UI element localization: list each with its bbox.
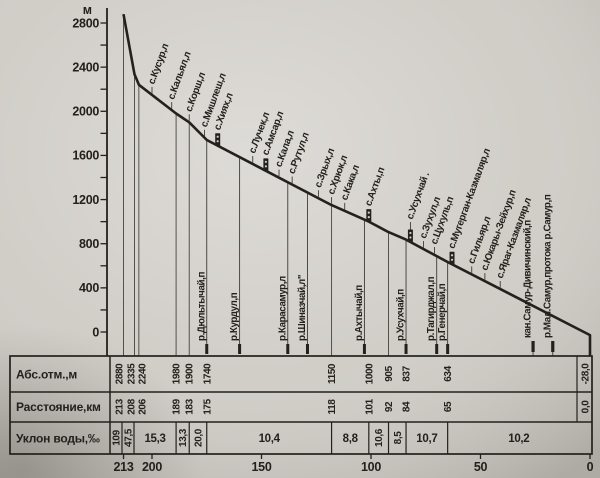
distance-value: 183 [185, 398, 196, 414]
table-row-label: Абс.отм.,м [16, 368, 77, 382]
elevation-value: 837 [402, 365, 413, 381]
table-row-label: Расстояние,км [16, 400, 101, 414]
tributary-tick [305, 344, 309, 354]
drop-lines [123, 14, 389, 356]
tributary-label: кан.Самур-Дивичинский,п [523, 220, 534, 338]
settlement-marker-dot [367, 216, 370, 219]
tributary-tick [286, 344, 290, 354]
tributary-label: р.Ахтычай,п [354, 285, 365, 341]
settlement-marker-dot [409, 231, 412, 235]
tributary-tick [531, 341, 535, 352]
distance-value: 189 [172, 398, 183, 414]
distance-value: 175 [202, 398, 213, 414]
tributary-label: р.Дюльтычай,п [196, 272, 207, 341]
settlement-marker-dot [216, 140, 219, 143]
slope-value: 47,5 [124, 428, 135, 447]
settlement-marker-dot [450, 254, 454, 257]
tributary-labels: р.Дюльтычай,п р.Курдул,п р.Карасамур,л р.Ши… [196, 139, 555, 356]
elevation-value: 634 [443, 365, 454, 381]
tributary-tick [362, 344, 366, 354]
y-axis-tick-label: 400 [79, 281, 99, 295]
slope-value: 8,8 [343, 433, 359, 445]
settlement-marker-dot [264, 160, 267, 163]
tributary-label: р.Курдул,п [229, 292, 240, 341]
y-axis-tick-label: 0 [92, 325, 99, 339]
elevation-value: 2240 [138, 363, 149, 384]
distance-value: 65 [443, 401, 454, 412]
distance-value: 92 [384, 401, 395, 412]
tributary-label: р.Мал.Самур,протока р.Самур,п [542, 194, 553, 338]
elevation-value: 2880 [115, 363, 126, 384]
slope-value: 8,5 [393, 431, 404, 445]
settlement-marker-icon [263, 158, 269, 171]
slope-value: 13,3 [178, 428, 189, 447]
tributary-label: р.Шиназчай,л" [297, 275, 308, 341]
distance-scale-label: 150 [252, 460, 272, 474]
distance-scale-label: 50 [474, 460, 488, 474]
distance-scale-label: 200 [142, 460, 162, 474]
y-axis-tick-label: 800 [79, 237, 99, 251]
distance-value: 0,0 [581, 400, 592, 414]
distance-value: 84 [402, 401, 413, 412]
slope-value: 20,0 [193, 428, 204, 447]
settlement-marker-icon [449, 251, 455, 265]
elevation-value: 1980 [172, 363, 183, 384]
elevation-value: 1900 [185, 363, 196, 384]
tributary-tick [238, 344, 242, 354]
tributary-tick [205, 344, 209, 354]
y-axis-tick-label: 2400 [72, 60, 99, 74]
distance-scale-label: 213 [114, 460, 134, 474]
slope-value: 15,3 [144, 433, 165, 445]
distance-value: 206 [138, 398, 149, 414]
table-border [9, 355, 593, 455]
distance-value: 118 [327, 399, 338, 415]
elevation-value: 1000 [364, 363, 375, 384]
distance-value: 208 [127, 398, 138, 414]
table-row-label: Уклон воды,‰ [16, 432, 100, 446]
tributary-label: р.Тагирджал,п [426, 276, 437, 341]
tributary-tick [435, 344, 439, 354]
distance-scale-label: 0 [587, 460, 594, 474]
settlement-marker-icon [215, 133, 221, 146]
elevation-value: 1150 [327, 363, 338, 384]
tributary-label: р.Генерчай,п [437, 283, 448, 341]
y-axis-tick-label: 1200 [72, 193, 99, 207]
slope-value: 10,4 [259, 433, 281, 445]
settlement-marker-dot [216, 135, 219, 138]
distance-scale-label: 100 [361, 460, 381, 474]
tributary-tick [551, 341, 555, 352]
elevation-value: -28,0 [581, 363, 592, 385]
settlement-marker-dot [367, 211, 370, 214]
tributary-tick [446, 344, 450, 354]
y-axis-tick-label: 2000 [72, 105, 99, 119]
settlement-marker-icon [366, 209, 372, 222]
elevation-value: 2335 [127, 363, 138, 384]
elevation-value: 905 [384, 365, 395, 381]
elevation-value: 1740 [202, 363, 213, 384]
distance-value: 213 [115, 398, 126, 414]
settlement-marker-dot [264, 165, 267, 168]
y-axis-unit-label: м [83, 3, 92, 17]
slope-value: 109 [112, 429, 123, 445]
tributary-tick [404, 344, 408, 354]
tributary-label: р.Карасамур,л [277, 276, 288, 341]
river-profile-curve [122, 13, 592, 356]
settlement-marker-dot [409, 236, 412, 239]
settlement-marker-icon [407, 229, 413, 242]
y-axis-tick-label: 2800 [72, 16, 99, 30]
slope-value: 10,6 [374, 428, 385, 447]
y-axis-tick-label: 1600 [72, 149, 99, 163]
distance-scale: 213 200 150 100 50 0 [114, 454, 594, 474]
tributary-label: р.Усухчай,п [396, 289, 407, 341]
distance-value: 101 [364, 398, 375, 414]
slope-value: 10,2 [508, 433, 529, 445]
settlement-marker-dot [450, 258, 454, 261]
slope-value: 10,7 [416, 433, 437, 445]
